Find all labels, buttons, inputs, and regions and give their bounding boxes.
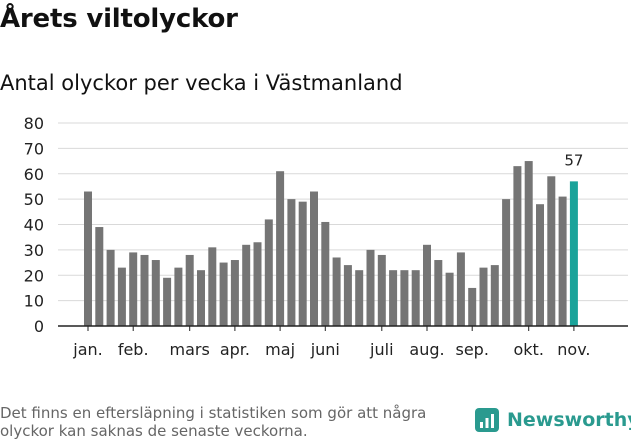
- bar: [84, 191, 92, 326]
- chart-title: Årets viltolyckor: [0, 4, 238, 34]
- chart-subtitle: Antal olyckor per vecka i Västmanland: [0, 71, 403, 95]
- bar: [479, 267, 488, 326]
- bar: [502, 199, 511, 326]
- data-labels: 57: [564, 151, 583, 169]
- bar: [343, 265, 352, 326]
- bar: [253, 242, 262, 326]
- y-tick-label: 30: [24, 241, 44, 260]
- bar: [230, 260, 239, 326]
- y-tick-label: 70: [24, 139, 44, 158]
- x-tick-label: juli: [369, 340, 393, 359]
- bar: [434, 260, 443, 326]
- bar: [558, 196, 567, 326]
- bar: [536, 204, 544, 326]
- bar: [423, 244, 431, 326]
- newsworthy-logo-icon: [475, 408, 499, 432]
- bar: [490, 265, 499, 326]
- bar: [468, 287, 477, 326]
- bar: [332, 257, 341, 326]
- x-tick-label: aug.: [409, 340, 444, 359]
- x-tick-label: mars: [170, 340, 210, 359]
- y-axis: 0 10 20 30 40 50 60 70 80: [24, 114, 44, 336]
- x-tick-label: nov.: [557, 340, 590, 359]
- bar: [377, 254, 386, 326]
- bar: [287, 199, 296, 326]
- y-tick-label: 50: [24, 190, 44, 209]
- x-tick-label: jan.: [72, 340, 102, 359]
- bar: [524, 161, 533, 326]
- bar: [389, 270, 398, 326]
- bar: [456, 252, 465, 326]
- bar: [310, 191, 318, 326]
- bar: [400, 270, 409, 326]
- bar: [547, 176, 556, 326]
- bar: [117, 267, 126, 326]
- bar: [174, 267, 183, 326]
- y-tick-label: 40: [24, 216, 44, 235]
- bar: [208, 247, 217, 326]
- footnote: Det finns en eftersläpning i statistiken…: [0, 404, 427, 440]
- y-tick-label: 10: [24, 292, 44, 311]
- highlight-value-label: 57: [564, 151, 583, 169]
- x-axis: jan. feb. mars apr. maj juni juli aug. sep. okt. n…: [58, 325, 628, 359]
- bar-chart: 0 10 20 30 40 50 60 70 80 jan. feb. mars apr. maj jun…: [24, 114, 628, 359]
- gridlines: [58, 122, 628, 302]
- x-tick-label: sep.: [455, 340, 488, 359]
- bar: [151, 260, 160, 326]
- brand-name: Newsworthy: [507, 409, 631, 431]
- bar: [445, 272, 454, 326]
- y-tick-label: 0: [34, 317, 44, 336]
- bar: [129, 252, 138, 326]
- y-tick-label: 60: [24, 165, 44, 184]
- x-tick-label: juni: [310, 340, 340, 359]
- x-tick-label: maj: [265, 340, 295, 359]
- bar: [106, 249, 115, 326]
- bar: [321, 221, 330, 326]
- brand[interactable]: Newsworthy: [475, 408, 631, 432]
- bar: [197, 270, 205, 326]
- bar: [513, 166, 522, 326]
- bar-highlight: [569, 181, 578, 326]
- x-tick-label: okt.: [513, 340, 543, 359]
- bar: [411, 270, 420, 326]
- x-tick-label: feb.: [118, 340, 149, 359]
- bar: [298, 201, 307, 326]
- bar: [366, 249, 375, 326]
- y-tick-label: 80: [24, 114, 44, 133]
- y-tick-label: 20: [24, 266, 44, 285]
- bars: [84, 161, 578, 326]
- bar: [264, 219, 273, 326]
- bar: [355, 270, 364, 326]
- bar: [163, 277, 172, 326]
- bar: [140, 254, 149, 326]
- bar: [95, 227, 104, 326]
- x-tick-label: apr.: [220, 340, 250, 359]
- bar: [185, 254, 194, 326]
- bar: [276, 171, 285, 326]
- bar: [219, 262, 228, 326]
- bar: [242, 244, 251, 326]
